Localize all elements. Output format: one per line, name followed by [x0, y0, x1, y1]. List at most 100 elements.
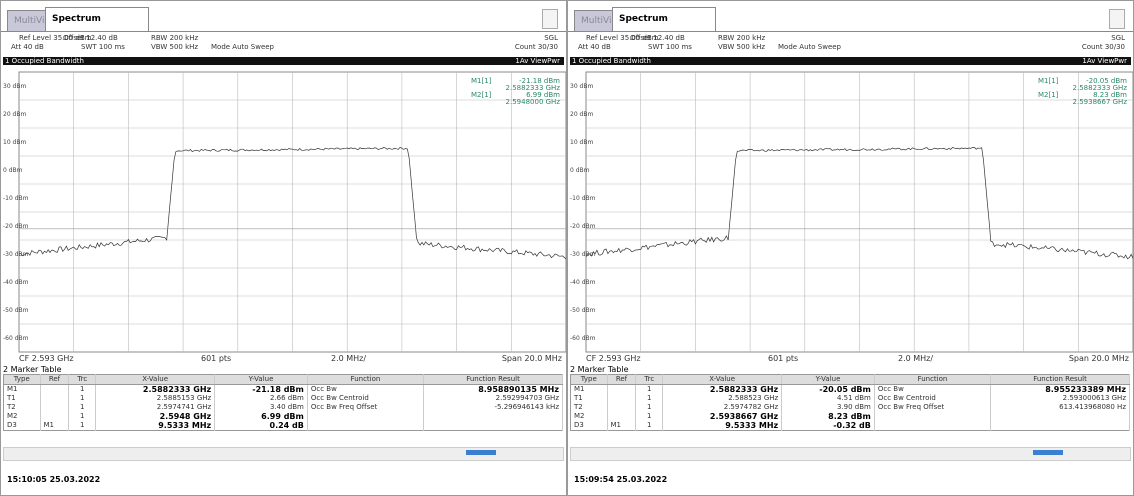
table-cell: 1: [68, 412, 97, 421]
header-text: Att 40 dB: [11, 43, 44, 51]
table-cell: 8.23 dBm: [781, 412, 875, 421]
table-cell: [990, 412, 1130, 421]
table-cell: [607, 394, 637, 403]
tab: Spectrum: [45, 7, 149, 31]
table-cell: M1: [607, 421, 637, 431]
plot-area: [585, 71, 1133, 353]
header-text: Mode Auto Sweep: [211, 43, 274, 51]
table-cell: 3.40 dBm: [214, 403, 308, 412]
y-axis-label: 20 dBm: [3, 111, 26, 118]
timestamp: 15:09:54 25.03.2022: [574, 475, 668, 484]
table-cell: 2.5948 GHz: [95, 412, 216, 421]
table-cell: 9.5333 MHz: [95, 421, 216, 431]
table-cell: [874, 412, 992, 421]
header-text: SWT 100 ms: [81, 43, 125, 51]
rule: [1, 31, 566, 32]
table-cell: [40, 384, 70, 394]
tab: Spectrum: [612, 7, 716, 31]
table-row: T2 1 2.5974782 GHz 3.90 dBm Occ Bw Freq Offs…: [570, 403, 1130, 412]
y-axis-label: -60 dBm: [3, 335, 29, 342]
y-axis-label: 20 dBm: [570, 111, 593, 118]
footer-text: CF 2.593 GHz: [586, 354, 641, 363]
y-axis-label: -40 dBm: [3, 279, 29, 286]
header-text: Count 30/30: [514, 43, 558, 51]
table-cell: 4.51 dBm: [781, 394, 875, 403]
header-text: SWT 100 ms: [648, 43, 692, 51]
header-text: Offset 12.40 dB: [63, 34, 118, 42]
table-cell: [40, 403, 70, 412]
table-cell: 1: [635, 412, 664, 421]
progress: [1033, 450, 1063, 455]
y-axis-label: -60 dBm: [570, 335, 596, 342]
table-title: 2 Marker Table: [570, 365, 629, 374]
table-cell: 9.5333 MHz: [662, 421, 783, 431]
table-row: M2 1 2.5938667 GHz 8.23 dBm: [570, 412, 1130, 421]
column-header: X-Value: [95, 374, 216, 385]
table-cell: 2.592994703 GHz: [423, 394, 563, 403]
y-axis-label: -10 dBm: [3, 195, 29, 202]
table-cell: 613.413968080 Hz: [990, 403, 1130, 412]
table-cell: [990, 421, 1130, 431]
table-row: M1 1 2.5882333 GHz -21.18 dBm Occ Bw 8.958890…: [3, 384, 563, 394]
y-axis-label: 10 dBm: [3, 139, 26, 146]
analyzer-window: MultiView Spectrum Ref Level 35.00 dBm Offs…: [567, 0, 1134, 496]
table-cell: M1: [40, 421, 70, 431]
header-text: Ref Level 35.00 dBm: [586, 34, 659, 42]
y-axis-label: 10 dBm: [570, 139, 593, 146]
header-text: Att 40 dB: [578, 43, 611, 51]
table-cell: Occ Bw Freq Offset: [874, 403, 992, 412]
marker-level: 6.99 dBm: [526, 91, 560, 99]
table-row: D3 M1 1 9.5333 MHz 0.24 dB: [3, 421, 563, 431]
y-axis-label: 30 dBm: [570, 83, 593, 90]
table-cell: 2.66 dBm: [214, 394, 308, 403]
column-header: Type: [570, 374, 608, 385]
y-axis-label: -20 dBm: [3, 223, 29, 230]
header-text: Ref Level 35.00 dBm: [19, 34, 92, 42]
marker-name: M1[1]: [471, 77, 492, 85]
table-cell: 2.5882333 GHz: [95, 384, 216, 394]
table-cell: 1: [68, 384, 97, 394]
column-header: Ref: [40, 374, 70, 385]
rule: [568, 31, 1133, 32]
header-text: Mode Auto Sweep: [778, 43, 841, 51]
table-cell: 1: [68, 403, 97, 412]
column-header: Y-Value: [214, 374, 308, 385]
trace: [585, 146, 1133, 260]
column-header: Function: [874, 374, 992, 385]
table-cell: 3.90 dBm: [781, 403, 875, 412]
header-text: RBW 200 kHz: [718, 34, 766, 42]
marker-freq: 2.5882333 GHz: [505, 84, 560, 92]
y-axis-label: -20 dBm: [570, 223, 596, 230]
table-cell: -5.296946143 kHz: [423, 403, 563, 412]
column-header: Type: [3, 374, 41, 385]
marker-level: -21.18 dBm: [519, 77, 560, 85]
table-cell: [423, 421, 563, 431]
marker-name: M2[1]: [1038, 91, 1059, 99]
header-text: SGL: [544, 34, 558, 42]
band-title: 1 Occupied Bandwidth: [5, 57, 84, 65]
y-axis-label: -10 dBm: [570, 195, 596, 202]
table-cell: [607, 412, 637, 421]
spectrum-plot: 30 dBm 20 dBm 10 dBm 0 dBm -10 dBm -20 dBm -30…: [3, 71, 566, 353]
y-axis-label: 0 dBm: [3, 167, 23, 174]
status-bar: [570, 447, 1131, 461]
column-header: Trc: [68, 374, 97, 385]
band-trace: 1Av ViewPwr: [1082, 57, 1127, 65]
table-row: M2 1 2.5948 GHz 6.99 dBm: [3, 412, 563, 421]
table-cell: 1: [635, 394, 664, 403]
band-header: 1 Occupied Bandwidth 1Av ViewPwr: [570, 57, 1131, 65]
footer-text: 601 pts: [201, 354, 232, 363]
table-cell: 2.5974782 GHz: [662, 403, 783, 412]
column-header: X-Value: [662, 374, 783, 385]
band-trace: 1Av ViewPwr: [515, 57, 560, 65]
column-header: Function: [307, 374, 425, 385]
header-text: RBW 200 kHz: [151, 34, 199, 42]
table-cell: 2.5885153 GHz: [95, 394, 216, 403]
footer-text: CF 2.593 GHz: [19, 354, 74, 363]
column-header: Y-Value: [781, 374, 875, 385]
table-cell: [607, 403, 637, 412]
table-cell: T2: [3, 403, 41, 412]
table-cell: Occ Bw: [874, 384, 992, 394]
table-cell: T1: [3, 394, 41, 403]
minimize-button: [542, 9, 558, 29]
